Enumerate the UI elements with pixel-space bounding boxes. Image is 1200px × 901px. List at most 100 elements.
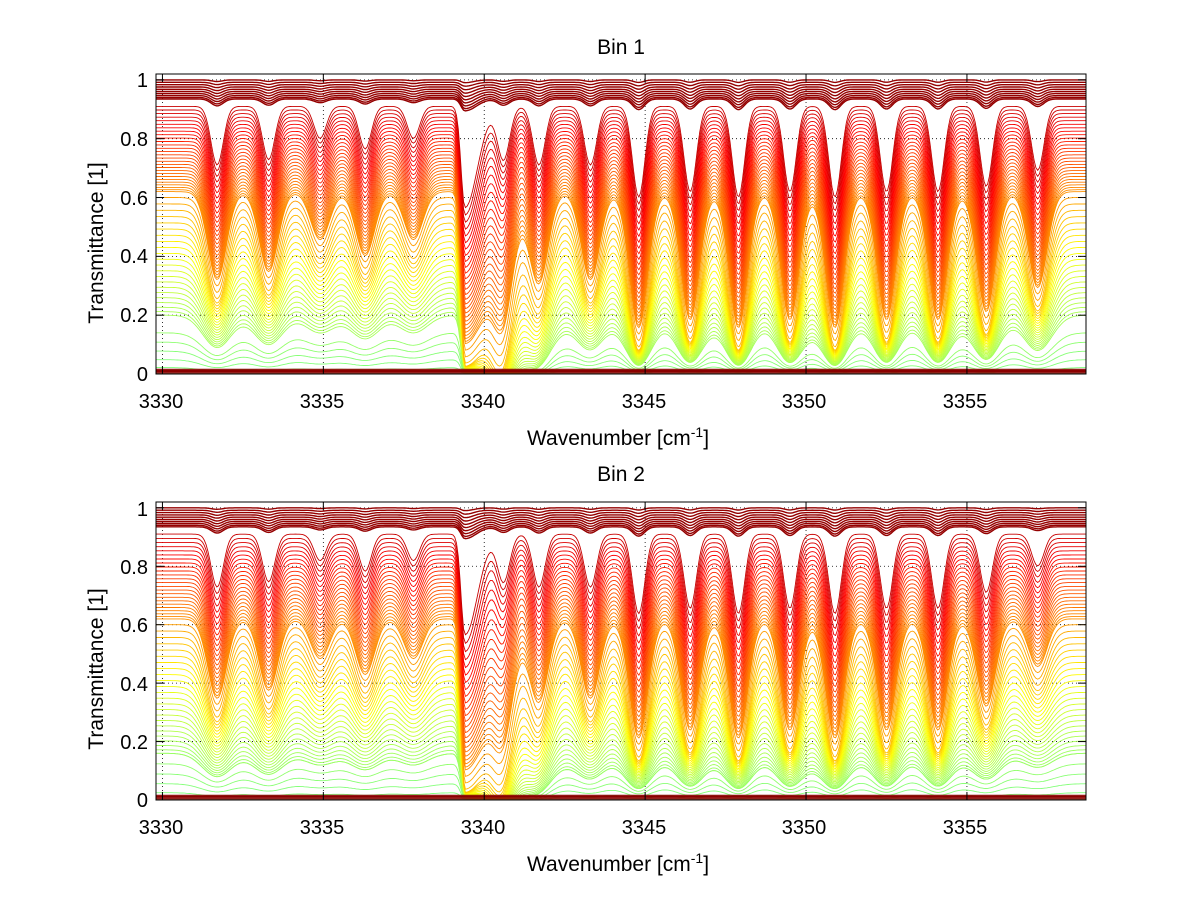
series-line (156, 234, 1086, 372)
series-line (156, 160, 1086, 305)
series-line (156, 240, 1086, 372)
series-line (156, 637, 1086, 790)
series-line (156, 725, 1086, 799)
series-line (156, 311, 1087, 374)
y-tick-marks (156, 507, 1086, 801)
series-line (156, 668, 1086, 798)
series-line (156, 783, 1087, 800)
series-line (156, 154, 1086, 296)
x-axis-label: Wavenumber [cm-1] (527, 850, 709, 876)
series-line (156, 94, 1086, 107)
series-line (156, 674, 1086, 798)
series-line (156, 691, 1086, 799)
series-line (156, 516, 1086, 526)
series-line (156, 203, 1087, 358)
series-line (156, 624, 1086, 777)
series-line (156, 613, 1086, 765)
x-tick-label: 3345 (622, 817, 667, 839)
series-line (156, 616, 1086, 768)
chart-title: Bin 1 (597, 36, 645, 59)
series-line (156, 181, 1086, 333)
y-tick-labels: 0 0.2 0.4 0.6 0.8 1 (120, 499, 148, 812)
series-line (156, 518, 1086, 529)
series-line (156, 297, 1086, 373)
series-line (156, 697, 1086, 799)
series-line (156, 680, 1086, 799)
series-line (156, 98, 1086, 112)
series-line (156, 526, 1086, 540)
series-line (156, 574, 1086, 710)
x-tick-labels: 3330 3335 3340 3345 3350 3355 (139, 391, 988, 413)
series-line (156, 686, 1086, 799)
series-line (156, 585, 1086, 728)
series-line (156, 306, 1086, 374)
x-tick-label: 3340 (461, 817, 506, 839)
series-line (156, 603, 1086, 753)
series-line (156, 763, 1086, 800)
series-line (156, 533, 1086, 636)
x-axis-label-superscript: -1 (691, 850, 704, 866)
x-axis-label-text: Wavenumber [cm (527, 427, 691, 450)
series-line (156, 593, 1086, 739)
series-line (156, 157, 1086, 300)
x-axis-label-superscript: -1 (691, 424, 704, 440)
series-line (156, 141, 1086, 274)
x-tick-label: 3330 (139, 817, 184, 839)
series-lines (155, 79, 1087, 374)
series-line (156, 83, 1086, 91)
series-line (156, 86, 1086, 94)
series-lines (156, 507, 1087, 800)
series-line (156, 151, 1086, 290)
series-line (156, 542, 1086, 653)
x-tick-label: 3350 (782, 391, 827, 413)
series-line (156, 178, 1086, 330)
series-line (156, 578, 1086, 717)
series-line (156, 90, 1086, 101)
series-line (156, 643, 1086, 793)
series-line (156, 773, 1086, 800)
series-line (156, 127, 1086, 250)
series-line (156, 607, 1086, 757)
series-line (156, 662, 1086, 798)
series-line (156, 173, 1086, 322)
series-line (156, 176, 1086, 326)
series-line (156, 714, 1086, 799)
y-tick-label: 0 (137, 790, 148, 812)
series-line (156, 270, 1086, 373)
y-tick-label: 0.8 (120, 557, 148, 579)
series-line (156, 740, 1086, 800)
y-tick-label: 0.4 (120, 246, 148, 268)
x-axis-label-end: ] (703, 427, 709, 450)
series-line (156, 170, 1086, 318)
series-line (156, 314, 1086, 374)
series-line (156, 79, 1086, 84)
series-line (156, 520, 1086, 532)
series-line (156, 730, 1086, 800)
y-tick-label: 1 (137, 70, 148, 92)
x-tick-label: 3350 (782, 817, 827, 839)
series-line (156, 524, 1086, 538)
series-line (156, 703, 1087, 799)
x-axis-label-text: Wavenumber [cm (527, 853, 691, 876)
series-line (156, 209, 1086, 367)
series-line (156, 735, 1086, 800)
series-line (156, 105, 1086, 209)
series-line (156, 130, 1086, 256)
x-axis-label: Wavenumber [cm-1] (527, 424, 709, 450)
axes-box (155, 73, 1087, 375)
series-line (156, 184, 1086, 337)
series-line (156, 514, 1086, 522)
series-line (156, 137, 1086, 268)
series-line (156, 252, 1086, 373)
series-line (156, 167, 1086, 314)
series-line (156, 745, 1086, 800)
series-line (156, 546, 1086, 661)
series-line (156, 655, 1086, 798)
plot-area (155, 73, 1087, 375)
series-line (155, 341, 1086, 374)
series-line (156, 511, 1086, 519)
x-tick-marks (161, 74, 968, 374)
x-tick-label: 3355 (943, 391, 988, 413)
x-tick-label: 3355 (943, 817, 988, 839)
